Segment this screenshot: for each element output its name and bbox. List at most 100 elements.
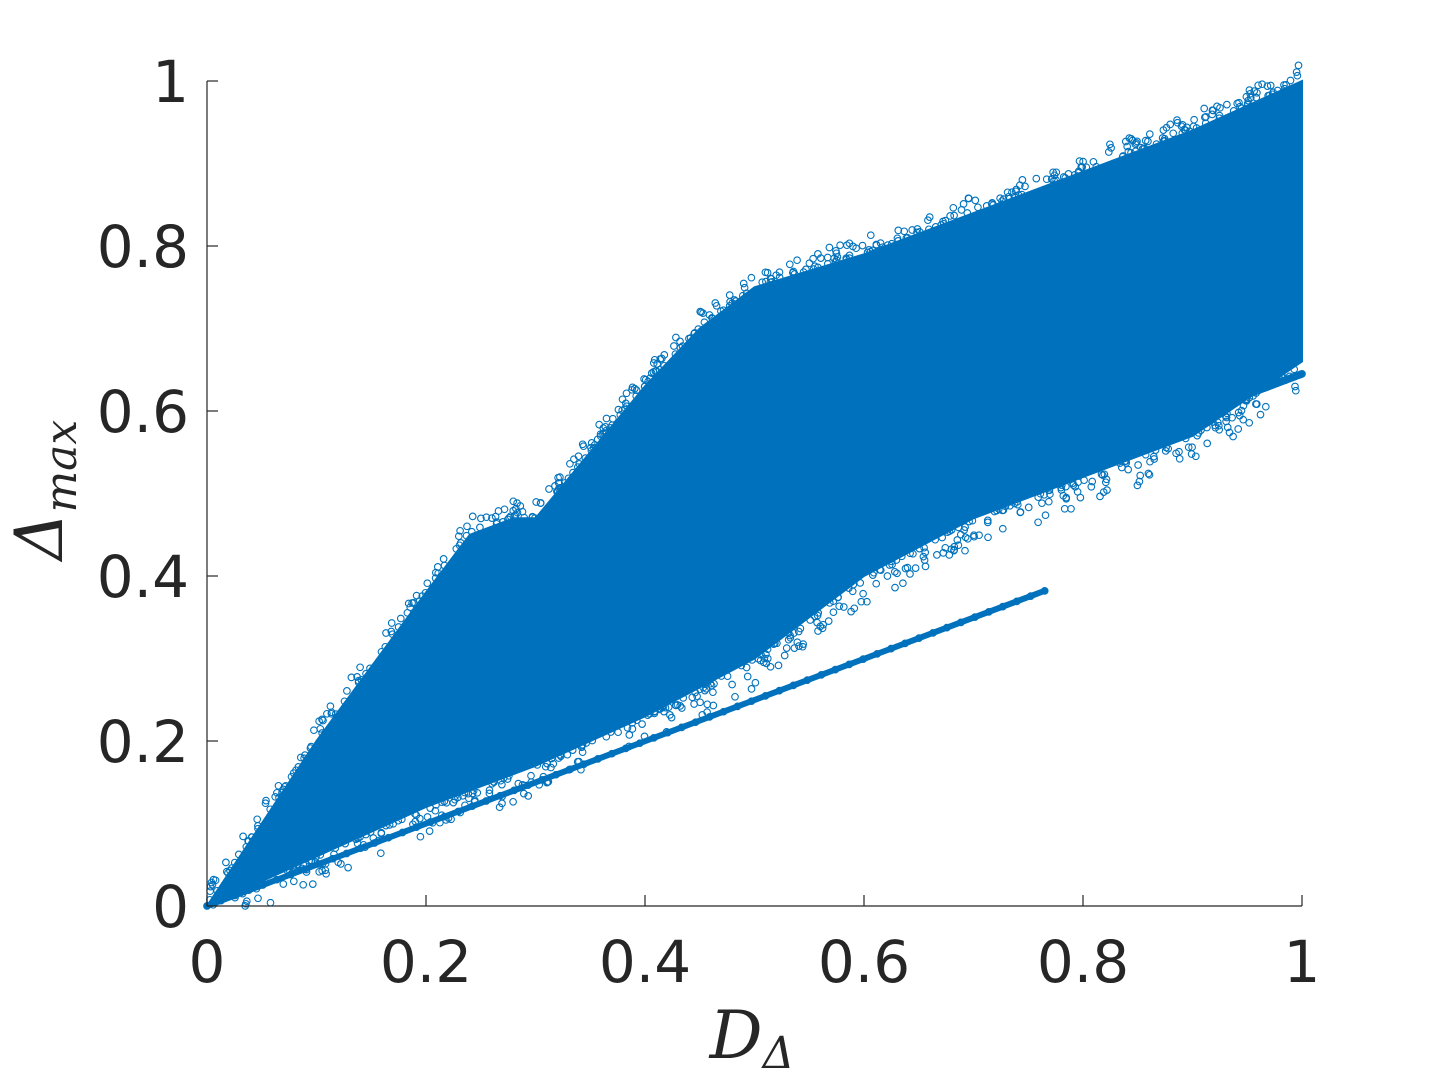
y-tick-label: 0.6 xyxy=(97,378,189,446)
scatter-point xyxy=(1229,107,1238,115)
scatter-point xyxy=(738,291,747,300)
scatter-point xyxy=(825,243,834,252)
scatter-point xyxy=(292,766,300,775)
scatter-point xyxy=(762,277,770,286)
scatter-point xyxy=(790,629,798,637)
scatter-point xyxy=(578,748,587,757)
scatter-point xyxy=(901,564,910,573)
scatter-point xyxy=(404,599,413,608)
scatter-point xyxy=(1175,447,1183,456)
y-axis-label-main: Δ xyxy=(1,513,78,564)
scatter-point xyxy=(1228,413,1236,422)
scatter-point xyxy=(1215,114,1224,123)
scatter-point xyxy=(464,789,473,798)
scatter-point xyxy=(968,516,977,525)
scatter-point xyxy=(691,718,700,727)
scatter-point xyxy=(649,359,658,367)
scatter-point xyxy=(1209,418,1217,426)
scatter-point xyxy=(1117,463,1126,472)
scatter-point xyxy=(911,564,920,572)
scatter-point xyxy=(1141,450,1150,459)
scatter-point xyxy=(676,702,685,710)
scatter-point xyxy=(975,531,983,540)
scatter-point xyxy=(644,377,652,386)
scatter-point xyxy=(587,439,596,447)
scatter-point xyxy=(234,850,243,859)
scatter-point xyxy=(649,368,658,376)
scatter-point xyxy=(989,201,998,209)
scatter-point xyxy=(577,743,586,752)
scatter-point xyxy=(382,629,390,637)
scatter-point xyxy=(971,613,979,621)
scatter-point xyxy=(1046,490,1054,499)
scatter-point xyxy=(1223,423,1232,432)
scatter-point xyxy=(495,803,504,812)
scatter-point xyxy=(1036,489,1045,498)
scatter-point xyxy=(536,499,545,508)
scatter-point xyxy=(859,655,868,663)
scatter-point xyxy=(580,760,588,769)
scatter-point xyxy=(1062,493,1071,502)
scatter-point xyxy=(217,896,225,905)
scatter-point xyxy=(699,683,708,692)
scatter-point xyxy=(1074,168,1083,177)
scatter-point xyxy=(983,518,992,527)
scatter-point xyxy=(1191,452,1200,461)
scatter-point xyxy=(1006,501,1014,510)
scatter-point xyxy=(931,535,940,544)
scatter-point xyxy=(532,498,541,506)
scatter-point xyxy=(621,744,630,753)
scatter-point xyxy=(513,508,522,517)
scatter-point xyxy=(921,548,930,557)
scatter-point xyxy=(798,642,807,651)
scatter-point xyxy=(706,679,715,688)
scatter-point xyxy=(554,473,562,482)
scatter-point xyxy=(679,694,688,702)
scatter-point xyxy=(1124,147,1133,156)
scatter-point xyxy=(1103,486,1111,494)
scatter-point xyxy=(553,487,561,496)
scatter-point xyxy=(254,894,262,903)
scatter-point xyxy=(873,650,881,658)
scatter-point xyxy=(1244,96,1253,105)
scatter-point xyxy=(275,793,283,802)
scatter-point xyxy=(1160,134,1169,143)
scatter-point xyxy=(747,685,756,693)
scatter-point xyxy=(829,597,838,606)
scatter-point xyxy=(751,678,760,687)
scatter-point xyxy=(569,468,577,477)
scatter-point xyxy=(1098,471,1107,480)
scatter-point xyxy=(356,663,364,672)
scatter-point xyxy=(1133,481,1142,490)
scatter-point xyxy=(1032,174,1041,183)
scatter-point xyxy=(984,533,992,542)
scatter-point xyxy=(1087,482,1096,491)
scatter-point xyxy=(813,611,822,620)
scatter-point xyxy=(231,891,239,900)
scatter-point xyxy=(766,278,775,287)
scatter-point xyxy=(733,702,742,711)
scatter-point xyxy=(354,676,363,685)
scatter-point xyxy=(890,567,899,576)
scatter-point xyxy=(780,651,789,660)
x-axis-label-sub: Δ xyxy=(761,1028,795,1079)
scatter-point xyxy=(1045,486,1054,495)
scatter-point xyxy=(1080,476,1088,485)
scatter-point xyxy=(872,579,881,588)
scatter-point xyxy=(431,574,440,582)
scatter-point xyxy=(1101,478,1110,487)
scatter-point xyxy=(315,867,324,876)
scatter-point xyxy=(998,524,1007,533)
scatter-point xyxy=(306,744,315,752)
y-axis-label: Δmax xyxy=(1,420,87,564)
scatter-point xyxy=(341,839,350,848)
scatter-point xyxy=(274,781,283,790)
scatter-point xyxy=(775,686,784,695)
scatter-point xyxy=(1268,90,1277,99)
scatter-point xyxy=(1071,482,1080,491)
scatter-point xyxy=(1150,455,1159,463)
scatter-point xyxy=(242,897,251,906)
scatter-point xyxy=(725,302,734,310)
scatter-point xyxy=(1144,469,1153,478)
scatter-point xyxy=(998,197,1006,205)
